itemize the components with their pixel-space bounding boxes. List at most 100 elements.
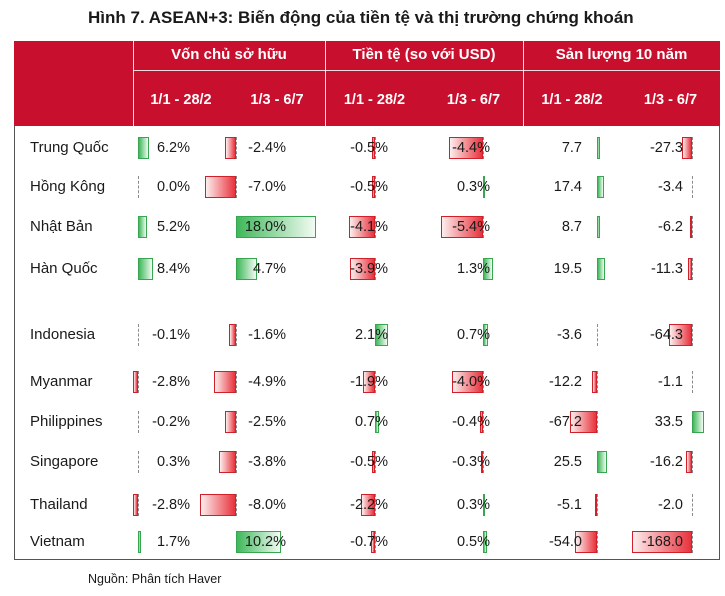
data-label: -67.2: [548, 414, 582, 430]
data-label: -7.0%: [248, 179, 286, 195]
zero-line: [483, 451, 485, 473]
data-bar: [236, 258, 257, 280]
data-label: -2.2%: [350, 497, 388, 513]
data-bar: [361, 494, 375, 516]
data-bar: [451, 371, 483, 393]
data-bar: [228, 324, 236, 346]
data-label: 6.2%: [156, 140, 190, 156]
row-label: Thailand: [30, 496, 88, 513]
data-label: -1.6%: [248, 327, 286, 343]
zero-line: [692, 176, 694, 198]
zero-line: [597, 371, 599, 393]
data-bar: [350, 258, 375, 280]
data-label: -4.1%: [350, 219, 388, 235]
zero-line: [236, 176, 238, 198]
data-label: -168.0: [641, 534, 683, 550]
row-label: Hàn Quốc: [30, 260, 98, 277]
row-label: Singapore: [30, 453, 99, 470]
data-label: -8.0%: [248, 497, 286, 513]
data-label: -0.5%: [350, 140, 388, 156]
data-bar: [689, 216, 692, 238]
zero-line: [375, 531, 377, 553]
zero-line: [692, 531, 694, 553]
zero-line: [692, 216, 694, 238]
data-bar: [375, 411, 380, 433]
zero-line: [375, 371, 377, 393]
data-label: -1.9%: [350, 374, 388, 390]
zero-line: [375, 494, 377, 516]
zero-line: [483, 411, 485, 433]
data-label: -0.1%: [152, 327, 190, 343]
group-header-equity: Vốn chủ sở hữu: [171, 46, 287, 63]
row-label: Philippines: [30, 413, 103, 430]
data-label: -2.0: [658, 497, 683, 513]
source-note: Nguồn: Phân tích Haver: [88, 572, 222, 586]
data-label: 2.1%: [354, 327, 388, 343]
zero-line: [597, 531, 599, 553]
data-label: -16.2: [649, 454, 683, 470]
data-label: 0.7%: [456, 327, 490, 343]
data-label: -1.1: [658, 374, 683, 390]
subheader-period: 1/1 - 28/2: [150, 92, 212, 108]
data-label: 17.4: [553, 179, 582, 195]
zero-line: [138, 371, 140, 393]
data-bar: [236, 531, 282, 553]
zero-line: [236, 411, 238, 433]
data-label: -5.1: [557, 497, 582, 513]
zero-line: [597, 411, 599, 433]
data-label: -3.6: [557, 327, 582, 343]
data-bar: [370, 531, 375, 553]
data-bar: [480, 451, 483, 473]
data-bar: [375, 324, 389, 346]
row-label: Myanmar: [30, 373, 93, 390]
zero-line: [375, 176, 377, 198]
data-label: -54.0: [548, 534, 582, 550]
zero-line: [236, 451, 238, 473]
header-column-divider: [133, 41, 134, 126]
zero-line: [375, 451, 377, 473]
zero-line: [236, 494, 238, 516]
data-label: -3.4: [658, 179, 683, 195]
zero-line: [236, 137, 238, 159]
group-header-bond-yield: Sản lượng 10 năm: [555, 46, 688, 63]
row-label: Indonesia: [30, 326, 96, 343]
data-bar: [363, 371, 375, 393]
data-label: -2.8%: [152, 497, 190, 513]
data-label: -2.5%: [248, 414, 286, 430]
data-bar: [682, 137, 692, 159]
data-bar: [236, 216, 316, 238]
row-label: Hồng Kông: [30, 178, 106, 195]
zero-line: [597, 324, 599, 346]
data-label: 4.7%: [252, 261, 286, 277]
table-header: Vốn chủ sở hữu Tiền tệ (so với USD) Sản …: [14, 41, 720, 126]
header-column-divider: [523, 41, 524, 126]
header-divider: [133, 70, 720, 71]
header-column-divider: [325, 41, 326, 126]
data-bar: [597, 216, 601, 238]
data-label: 33.5: [654, 414, 683, 430]
data-bar: [219, 451, 236, 473]
data-bar: [632, 531, 692, 553]
data-bar: [441, 216, 483, 238]
zero-line: [692, 451, 694, 473]
data-label: 25.5: [553, 454, 582, 470]
data-bar: [133, 494, 138, 516]
data-label: -64.3: [649, 327, 683, 343]
data-bar: [133, 371, 138, 393]
data-bar: [225, 137, 236, 159]
zero-line: [692, 137, 694, 159]
zero-line: [483, 216, 485, 238]
data-label: -27.3: [649, 140, 683, 156]
data-label: 0.0%: [156, 179, 190, 195]
data-bar: [592, 371, 597, 393]
data-label: -2.8%: [152, 374, 190, 390]
data-label: -12.2: [548, 374, 582, 390]
zero-line: [236, 371, 238, 393]
zero-line: [597, 494, 599, 516]
data-bar: [224, 411, 236, 433]
table-body: [14, 126, 720, 560]
data-label: 5.2%: [156, 219, 190, 235]
data-label: -0.3%: [452, 454, 490, 470]
zero-line: [483, 371, 485, 393]
zero-line: [375, 258, 377, 280]
